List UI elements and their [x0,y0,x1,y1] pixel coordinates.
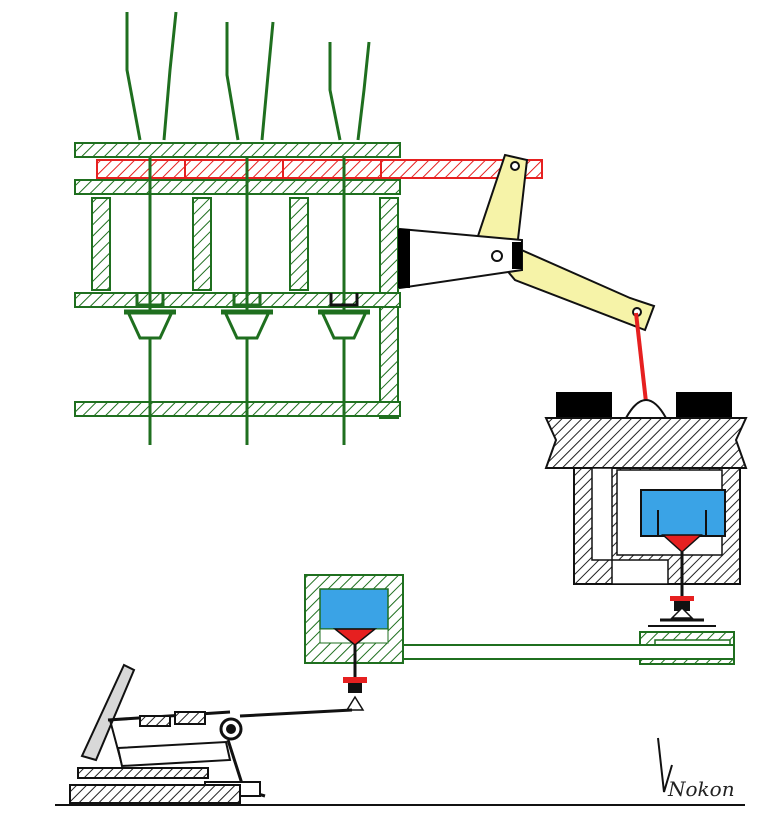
signature: Nokon [657,737,735,801]
pedal-linkage [69,663,353,804]
valve-3 [318,157,370,445]
valve-1 [124,157,176,445]
master-cylinder [304,574,404,711]
red-slider-bar [96,159,543,179]
connecting-pipe [363,644,735,660]
signature-text: Nokon [667,777,735,801]
valve-2 [221,157,273,445]
inlet-pipes [125,11,371,141]
pusher-block [398,227,523,290]
power-cylinder [544,392,748,627]
valve-poppets [124,157,370,445]
green-housing [74,142,401,419]
red-connecting-rod [634,312,648,403]
